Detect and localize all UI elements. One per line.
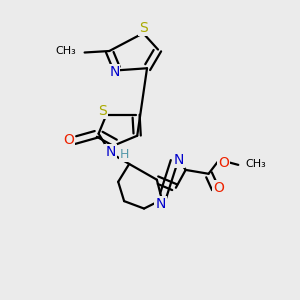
Text: O: O xyxy=(218,156,229,170)
Text: N: N xyxy=(109,65,119,79)
Text: N: N xyxy=(105,145,116,159)
Text: CH₃: CH₃ xyxy=(246,159,266,169)
Text: H: H xyxy=(119,148,129,161)
Text: CH₃: CH₃ xyxy=(55,46,76,56)
Text: S: S xyxy=(98,104,107,118)
Text: N: N xyxy=(155,197,166,211)
Text: O: O xyxy=(213,181,224,195)
Text: O: O xyxy=(63,134,74,148)
Text: N: N xyxy=(174,153,184,167)
Text: S: S xyxy=(139,21,148,35)
